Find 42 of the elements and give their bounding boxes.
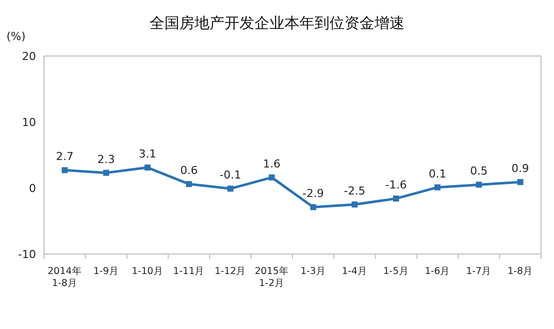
x-tick-label: 1-10月 bbox=[132, 266, 164, 277]
y-axis-title: (%) bbox=[6, 30, 26, 43]
y-tick-label: 10 bbox=[22, 116, 36, 129]
x-tick-label: 1-12月 bbox=[214, 266, 246, 277]
point bbox=[103, 170, 110, 176]
data-label: -0.1 bbox=[220, 168, 242, 182]
data-label: 0.9 bbox=[512, 162, 530, 176]
data-label: 2.7 bbox=[56, 150, 74, 164]
data-label: -2.9 bbox=[302, 187, 324, 200]
point bbox=[268, 174, 275, 180]
point bbox=[517, 179, 524, 186]
y-tick-label: -10 bbox=[18, 248, 36, 261]
chart-title: 全国房地产开发企业本年到位资金增速 bbox=[150, 14, 404, 32]
data-label: 0.1 bbox=[428, 167, 446, 180]
x-tick-label: 1-7月 bbox=[466, 266, 492, 277]
x-tick-label: 1-5月 bbox=[383, 266, 409, 277]
point bbox=[227, 186, 234, 192]
point bbox=[352, 202, 358, 208]
data-label: 2.3 bbox=[97, 152, 115, 166]
point bbox=[434, 184, 440, 190]
x-tick-label: 2015年 1-2月 bbox=[254, 265, 289, 289]
point bbox=[144, 164, 151, 171]
data-label: -1.6 bbox=[385, 178, 407, 192]
data-label: 3.1 bbox=[138, 148, 156, 161]
data-label: 1.6 bbox=[263, 157, 281, 170]
x-tick-label: 1-11月 bbox=[173, 266, 205, 277]
x-tick-label: 1-9月 bbox=[93, 266, 119, 277]
data-label: -2.5 bbox=[344, 184, 366, 198]
data-label: 0.6 bbox=[180, 164, 198, 178]
x-tick-label: 1-4月 bbox=[342, 266, 368, 277]
point bbox=[186, 181, 192, 188]
x-tick-label: 2014年 1-8月 bbox=[48, 265, 82, 289]
point bbox=[310, 204, 316, 210]
y-tick-label: 20 bbox=[22, 50, 36, 63]
x-tick-label: 1-3月 bbox=[300, 266, 326, 277]
point bbox=[476, 182, 482, 188]
x-tick-label: 1-6月 bbox=[424, 266, 450, 277]
point bbox=[62, 167, 68, 174]
y-tick-label: 0 bbox=[29, 182, 36, 195]
x-tick-label: 1-8月 bbox=[508, 266, 534, 277]
point bbox=[393, 196, 400, 202]
data-label: 0.5 bbox=[470, 164, 488, 178]
